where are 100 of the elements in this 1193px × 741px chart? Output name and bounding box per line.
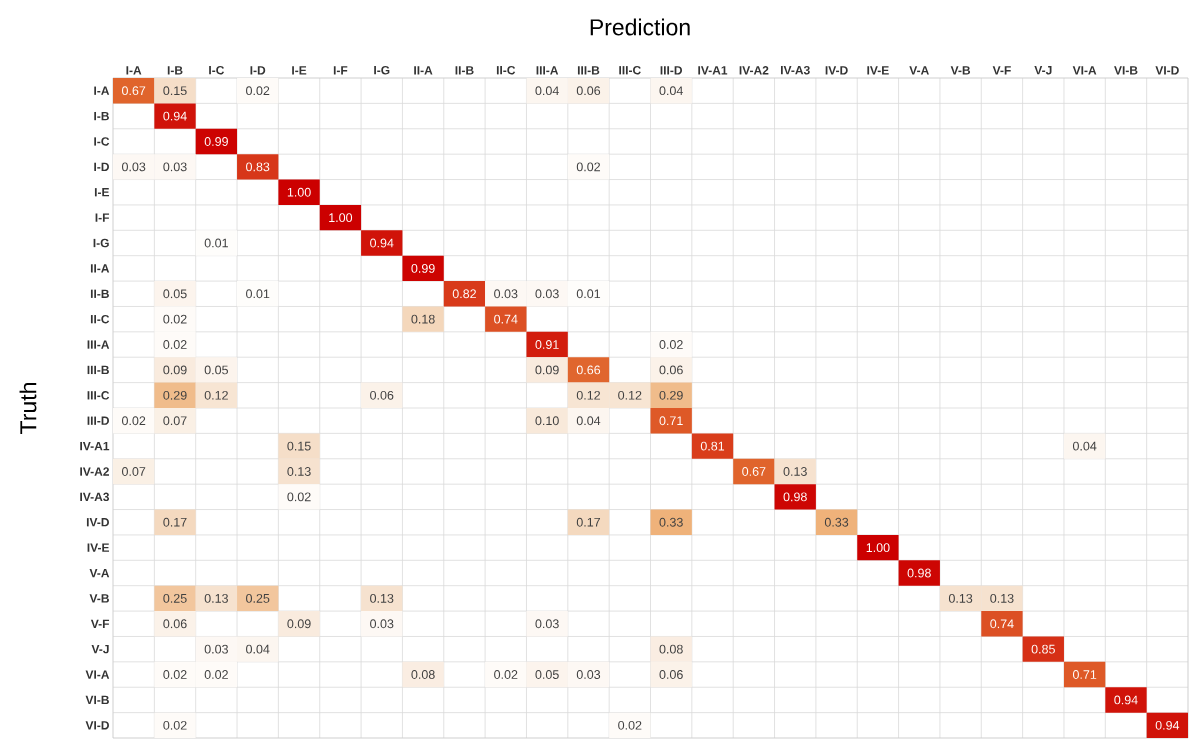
data-label: 0.13 [948, 593, 973, 603]
x-tick-label: I-C [209, 65, 225, 75]
data-label: 0.06 [659, 365, 683, 375]
data-label: 0.02 [163, 340, 187, 349]
data-label: 0.03 [535, 289, 559, 299]
data-label: 0.03 [163, 162, 187, 172]
data-label: 0.74 [990, 619, 1014, 629]
y-tick-label: II-B [90, 289, 109, 298]
x-tick-label: IV-E [867, 66, 889, 75]
x-tick-label: III-B [577, 66, 600, 75]
x-tick-label: V-B [950, 66, 971, 75]
x-tick-label: I-A [126, 66, 142, 75]
data-label: 0.09 [287, 619, 311, 629]
x-tick-label: IV-A2 [739, 66, 769, 75]
x-tick-label: IV-A3 [781, 65, 810, 75]
data-label: 1.00 [287, 187, 311, 197]
data-label: 0.81 [700, 441, 725, 451]
data-label: 0.03 [576, 670, 601, 679]
data-label: 0.02 [576, 162, 601, 172]
data-label: 0.05 [204, 365, 228, 375]
data-label: 0.02 [121, 416, 146, 426]
data-label: 0.03 [204, 644, 228, 654]
data-label: 0.25 [163, 593, 187, 603]
data-label: 0.10 [535, 416, 559, 426]
x-tick-label: III-A [536, 66, 559, 75]
data-label: 0.25 [246, 593, 270, 603]
data-label: 0.98 [907, 568, 931, 578]
data-label: 0.18 [411, 314, 435, 324]
y-tick-label: I-F [95, 213, 110, 222]
y-tick-label: I-C [94, 137, 110, 146]
data-label: 0.29 [659, 390, 683, 400]
x-tick-label: I-D [250, 66, 266, 75]
data-label: 0.06 [576, 86, 601, 96]
data-label: 0.06 [163, 619, 187, 629]
data-label: 0.07 [121, 467, 146, 476]
data-label: 0.01 [204, 238, 228, 248]
y-tick-label: III-B [87, 365, 109, 375]
data-label: 0.74 [494, 314, 518, 324]
y-tick-label: IV-A3 [80, 492, 110, 502]
data-label: 0.07 [163, 416, 187, 426]
data-label: 0.09 [163, 365, 187, 375]
y-tick-label: V-F [90, 619, 110, 628]
x-axis-title: Prediction [590, 18, 690, 36]
data-label: 0.71 [659, 416, 683, 426]
y-tick-label: IV-A2 [80, 467, 109, 476]
y-tick-label: V-B [89, 594, 109, 603]
x-tick-label: III-C [619, 65, 641, 75]
x-tick-label: I-F [333, 66, 348, 75]
data-label: 0.02 [246, 86, 270, 96]
y-tick-label: III-D [87, 416, 109, 425]
data-label: 0.09 [535, 365, 559, 375]
data-label: 0.06 [659, 670, 683, 679]
data-label: 0.99 [204, 137, 228, 146]
y-tick-label: VI-B [85, 695, 109, 705]
x-tick-label: I-E [292, 66, 307, 75]
data-label: 0.12 [576, 390, 601, 400]
data-label: 0.12 [618, 390, 642, 400]
data-label: 1.00 [866, 543, 890, 553]
data-label: 0.13 [370, 593, 394, 603]
data-label: 0.66 [576, 365, 601, 375]
data-label: 0.15 [287, 441, 311, 451]
y-tick-label: II-C [90, 314, 110, 324]
data-label: 0.94 [163, 111, 187, 121]
data-label: 0.94 [370, 238, 394, 248]
y-tick-label: I-A [94, 86, 110, 95]
data-label: 0.85 [1031, 644, 1055, 654]
data-label: 0.04 [1072, 441, 1097, 451]
data-label: 0.05 [535, 670, 559, 679]
data-label: 0.83 [246, 162, 270, 172]
x-tick-label: VI-B [1114, 66, 1138, 75]
data-label: 0.13 [990, 593, 1014, 603]
y-tick-label: IV-A1 [80, 441, 110, 451]
y-tick-label: IV-E [87, 543, 110, 552]
x-tick-label: VI-A [1072, 66, 1097, 75]
data-label: 0.71 [1072, 670, 1097, 679]
x-tick-label: II-B [455, 66, 474, 75]
data-label: 0.04 [535, 86, 559, 96]
data-label: 0.33 [824, 517, 849, 527]
x-tick-label: VI-D [1155, 66, 1179, 75]
data-label: 0.15 [163, 86, 187, 96]
data-label: 0.08 [659, 644, 683, 654]
x-tick-label: IV-D [825, 66, 848, 75]
x-tick-label: I-B [167, 66, 183, 75]
x-tick-label: I-G [374, 65, 390, 75]
data-label: 0.03 [121, 162, 146, 172]
data-label: 0.13 [287, 467, 311, 476]
data-label: 0.17 [163, 517, 187, 527]
data-label: 0.05 [163, 289, 187, 299]
x-tick-label: V-F [992, 66, 1011, 75]
y-tick-label: I-G [93, 238, 109, 248]
y-tick-label: VI-A [85, 670, 110, 679]
data-label: 0.12 [204, 390, 228, 400]
data-label: 0.98 [783, 492, 807, 502]
x-tick-label: IV-A1 [698, 66, 728, 75]
data-label: 0.02 [494, 670, 518, 679]
data-label: 0.94 [1155, 720, 1180, 730]
data-label: 0.13 [204, 593, 228, 603]
y-tick-label: III-C [87, 391, 110, 400]
data-label: 0.82 [452, 289, 476, 299]
y-tick-label: I-B [94, 111, 109, 121]
